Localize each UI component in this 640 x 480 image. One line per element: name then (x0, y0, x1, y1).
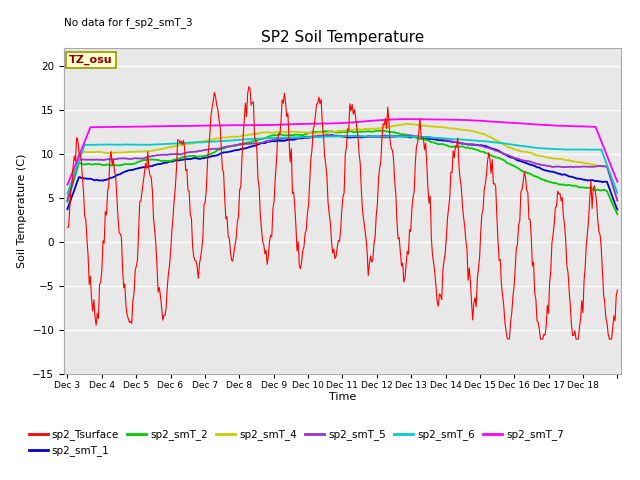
X-axis label: Time: Time (329, 392, 356, 402)
Text: No data for f_sp2_smT_3: No data for f_sp2_smT_3 (64, 17, 193, 28)
Y-axis label: Soil Temperature (C): Soil Temperature (C) (17, 154, 27, 268)
Title: SP2 Soil Temperature: SP2 Soil Temperature (260, 30, 424, 46)
Legend: sp2_Tsurface, sp2_smT_1, sp2_smT_2, sp2_smT_4, sp2_smT_5, sp2_smT_6, sp2_smT_7: sp2_Tsurface, sp2_smT_1, sp2_smT_2, sp2_… (25, 425, 568, 461)
Text: TZ_osu: TZ_osu (69, 55, 113, 65)
